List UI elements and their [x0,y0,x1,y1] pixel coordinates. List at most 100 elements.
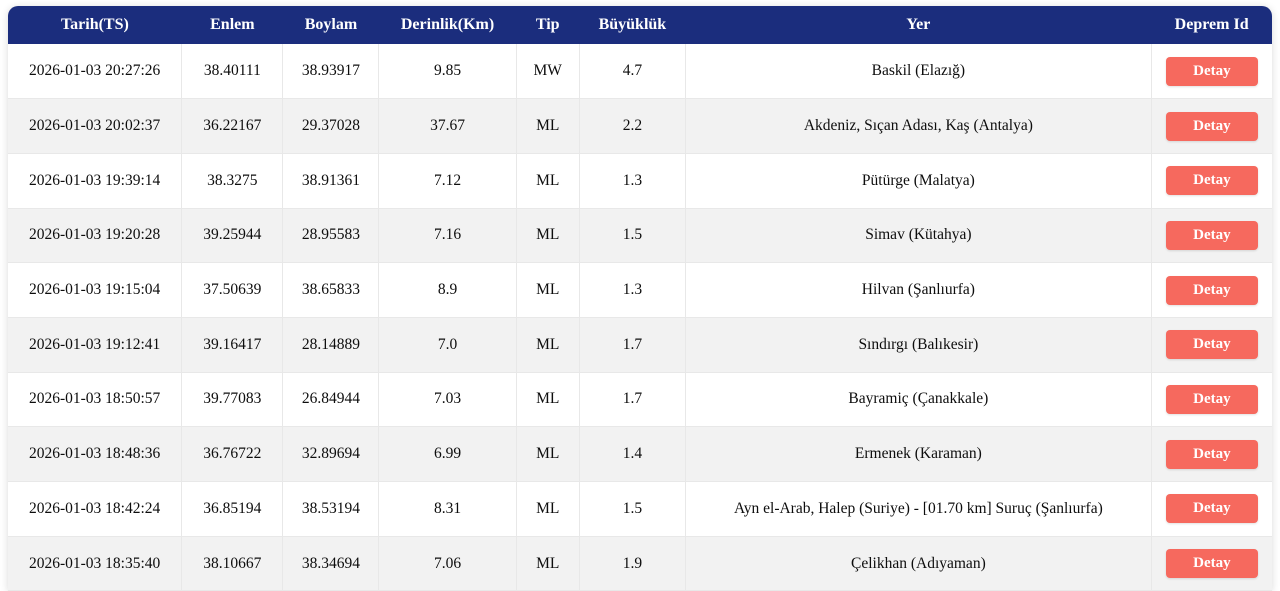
cell-enlem: 36.85194 [181,481,284,537]
cell-yer: Bayramiç (Çanakkale) [685,372,1152,428]
cell-derinlik: 7.12 [378,153,517,209]
detail-button[interactable]: Detay [1165,330,1258,360]
cell-derinlik: 7.16 [378,208,517,264]
cell-yer: Ermenek (Karaman) [685,426,1152,482]
cell-buyukluk: 1.4 [579,426,686,482]
cell-enlem: 39.77083 [181,372,284,428]
cell-deprem-id: Detay [1151,262,1272,318]
detail-button[interactable]: Detay [1165,166,1258,196]
cell-deprem-id: Detay [1151,317,1272,373]
table-row: 2026-01-03 19:15:04 37.50639 38.65833 8.… [8,262,1272,318]
cell-buyukluk: 1.7 [579,372,686,428]
cell-derinlik: 37.67 [378,98,517,154]
cell-yer: Hilvan (Şanlıurfa) [685,262,1152,318]
cell-tip: ML [516,481,580,537]
cell-derinlik: 8.9 [378,262,517,318]
detail-button[interactable]: Detay [1165,111,1258,141]
cell-tarih: 2026-01-03 18:42:24 [8,481,183,537]
cell-yer: Pütürge (Malatya) [685,153,1152,209]
cell-tip: ML [516,262,580,318]
cell-yer: Akdeniz, Sıçan Adası, Kaş (Antalya) [685,98,1152,154]
cell-deprem-id: Detay [1151,536,1272,591]
cell-tarih: 2026-01-03 20:27:26 [8,44,183,100]
cell-derinlik: 7.06 [378,536,517,591]
table-row: 2026-01-03 20:27:26 38.40111 38.93917 9.… [8,44,1272,100]
cell-boylam: 38.91361 [282,153,380,209]
cell-buyukluk: 1.5 [579,208,686,264]
cell-tip: ML [516,426,580,482]
cell-deprem-id: Detay [1151,44,1272,100]
table-row: 2026-01-03 18:42:24 36.85194 38.53194 8.… [8,481,1272,537]
column-header-buyukluk: Büyüklük [579,6,686,44]
cell-buyukluk: 1.9 [579,536,686,591]
cell-deprem-id: Detay [1151,372,1272,428]
cell-boylam: 38.34694 [282,536,380,591]
detail-button[interactable]: Detay [1165,56,1258,86]
cell-tarih: 2026-01-03 19:12:41 [8,317,183,373]
cell-tip: ML [516,372,580,428]
cell-tip: ML [516,536,580,591]
cell-enlem: 39.25944 [181,208,284,264]
column-header-enlem: Enlem [181,6,283,44]
cell-tarih: 2026-01-03 19:20:28 [8,208,183,264]
cell-deprem-id: Detay [1151,208,1272,264]
header-row: Tarih(TS) Enlem Boylam Derinlik(Km) Tip … [8,6,1272,44]
cell-tarih: 2026-01-03 20:02:37 [8,98,183,154]
cell-tip: ML [516,208,580,264]
table-row: 2026-01-03 19:12:41 39.16417 28.14889 7.… [8,317,1272,373]
detail-button[interactable]: Detay [1165,494,1258,524]
cell-enlem: 39.16417 [181,317,284,373]
cell-enlem: 38.10667 [181,536,284,591]
cell-tarih: 2026-01-03 18:48:36 [8,426,183,482]
cell-tarih: 2026-01-03 19:39:14 [8,153,183,209]
column-header-deprem-id: Deprem Id [1151,6,1272,44]
cell-buyukluk: 1.3 [579,262,686,318]
cell-buyukluk: 1.3 [579,153,686,209]
cell-derinlik: 6.99 [378,426,517,482]
cell-tip: ML [516,317,580,373]
cell-boylam: 38.65833 [282,262,380,318]
cell-buyukluk: 1.5 [579,481,686,537]
cell-derinlik: 7.0 [378,317,517,373]
table-row: 2026-01-03 19:39:14 38.3275 38.91361 7.1… [8,153,1272,209]
table-row: 2026-01-03 19:20:28 39.25944 28.95583 7.… [8,208,1272,264]
cell-derinlik: 8.31 [378,481,517,537]
cell-tarih: 2026-01-03 19:15:04 [8,262,183,318]
cell-boylam: 26.84944 [282,372,380,428]
column-header-tarih: Tarih(TS) [8,6,182,44]
cell-yer: Simav (Kütahya) [685,208,1152,264]
cell-buyukluk: 2.2 [579,98,686,154]
detail-button[interactable]: Detay [1165,384,1258,414]
earthquake-table-card: Tarih(TS) Enlem Boylam Derinlik(Km) Tip … [8,6,1272,591]
table-row: 2026-01-03 18:48:36 36.76722 32.89694 6.… [8,426,1272,482]
cell-deprem-id: Detay [1151,481,1272,537]
cell-boylam: 28.95583 [282,208,380,264]
cell-tarih: 2026-01-03 18:50:57 [8,372,183,428]
column-header-boylam: Boylam [282,6,379,44]
cell-yer: Sındırgı (Balıkesir) [685,317,1152,373]
cell-buyukluk: 4.7 [579,44,686,100]
cell-enlem: 36.22167 [181,98,284,154]
cell-tarih: 2026-01-03 18:35:40 [8,536,183,591]
cell-derinlik: 9.85 [378,44,517,100]
table-body: 2026-01-03 20:27:26 38.40111 38.93917 9.… [8,44,1272,591]
cell-deprem-id: Detay [1151,153,1272,209]
table-row: 2026-01-03 20:02:37 36.22167 29.37028 37… [8,98,1272,154]
cell-deprem-id: Detay [1151,98,1272,154]
cell-yer: Ayn el-Arab, Halep (Suriye) - [01.70 km]… [685,481,1152,537]
table-row: 2026-01-03 18:35:40 38.10667 38.34694 7.… [8,536,1272,591]
cell-boylam: 38.93917 [282,44,380,100]
table-header: Tarih(TS) Enlem Boylam Derinlik(Km) Tip … [8,6,1272,44]
column-header-tip: Tip [516,6,580,44]
cell-yer: Çelikhan (Adıyaman) [685,536,1152,591]
cell-enlem: 38.40111 [181,44,284,100]
cell-boylam: 29.37028 [282,98,380,154]
detail-button[interactable]: Detay [1165,220,1258,250]
cell-boylam: 32.89694 [282,426,380,482]
detail-button[interactable]: Detay [1165,439,1258,469]
cell-deprem-id: Detay [1151,426,1272,482]
detail-button[interactable]: Detay [1165,549,1258,579]
cell-derinlik: 7.03 [378,372,517,428]
detail-button[interactable]: Detay [1165,275,1258,305]
